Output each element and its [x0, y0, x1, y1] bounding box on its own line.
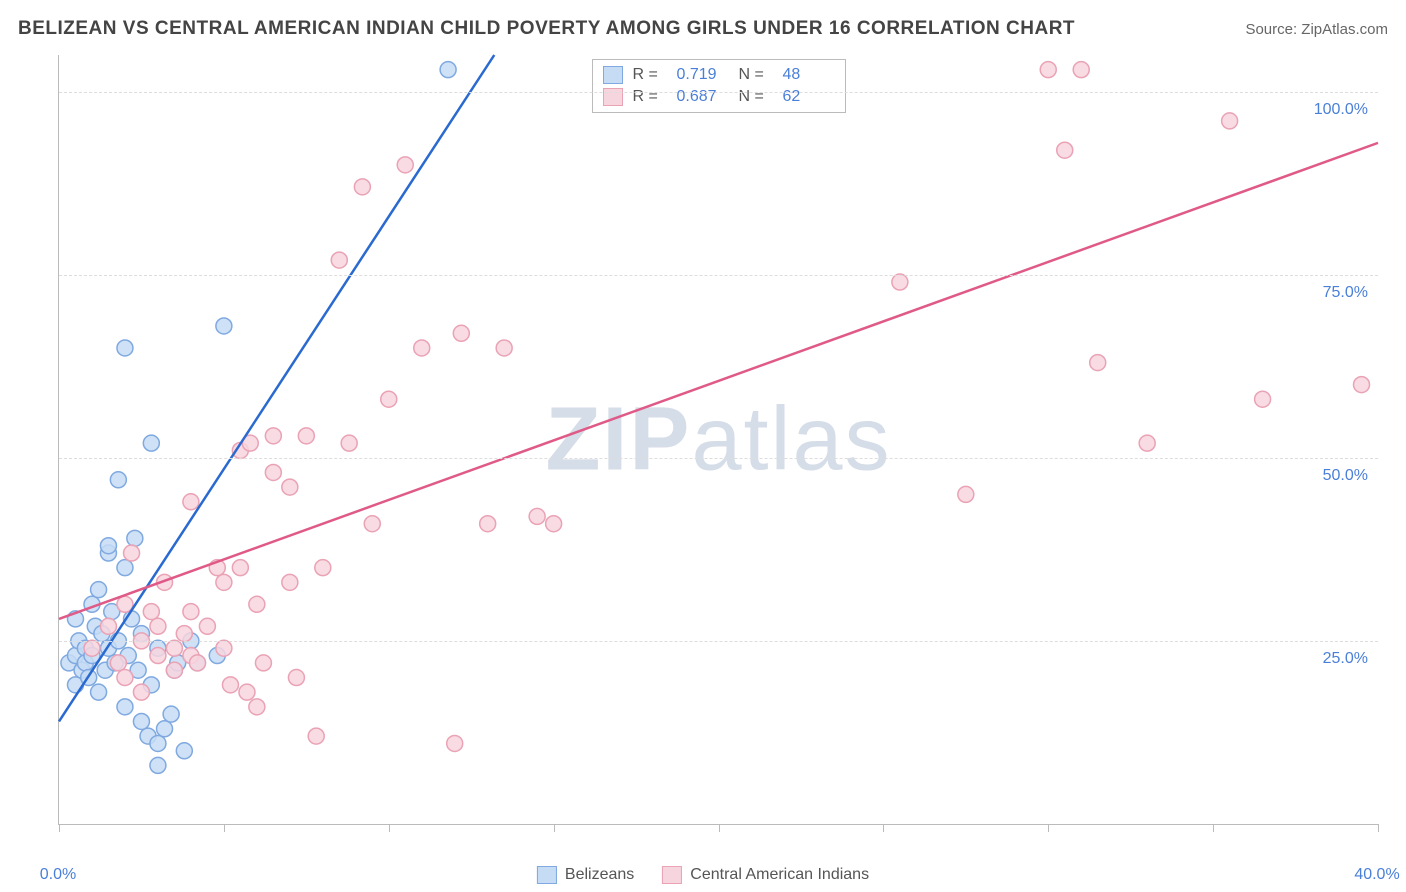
legend-series: Belizeans Central American Indians [537, 866, 869, 884]
legend-label-cai: Central American Indians [690, 866, 869, 884]
source-label: Source: ZipAtlas.com [1245, 21, 1388, 38]
legend-correlation: R = 0.719 N = 48 R = 0.687 N = 62 [592, 59, 846, 113]
swatch-belizeans [603, 66, 623, 84]
y-tick-label: 75.0% [1323, 284, 1368, 302]
n-value-belizeans: 48 [783, 66, 835, 84]
x-tick-label: 40.0% [1354, 866, 1399, 884]
legend-item-cai: Central American Indians [662, 866, 869, 884]
x-tick-label: 0.0% [40, 866, 76, 884]
y-tick-label: 100.0% [1314, 101, 1368, 119]
chart-title: BELIZEAN VS CENTRAL AMERICAN INDIAN CHIL… [18, 18, 1075, 40]
r-label: R = [633, 66, 667, 84]
legend-item-belizeans: Belizeans [537, 866, 634, 884]
swatch-cai-icon [662, 866, 682, 884]
legend-label-belizeans: Belizeans [565, 866, 634, 884]
scatter-svg [59, 55, 1378, 824]
swatch-belizeans-icon [537, 866, 557, 884]
y-tick-label: 50.0% [1323, 467, 1368, 485]
y-tick-label: 25.0% [1323, 650, 1368, 668]
n-label: N = [739, 66, 773, 84]
legend-row-cai: R = 0.687 N = 62 [603, 86, 835, 108]
legend-row-belizeans: R = 0.719 N = 48 [603, 64, 835, 86]
plot-area: ZIPatlas R = 0.719 N = 48 R = 0.687 N = … [58, 55, 1378, 825]
r-value-belizeans: 0.719 [677, 66, 729, 84]
